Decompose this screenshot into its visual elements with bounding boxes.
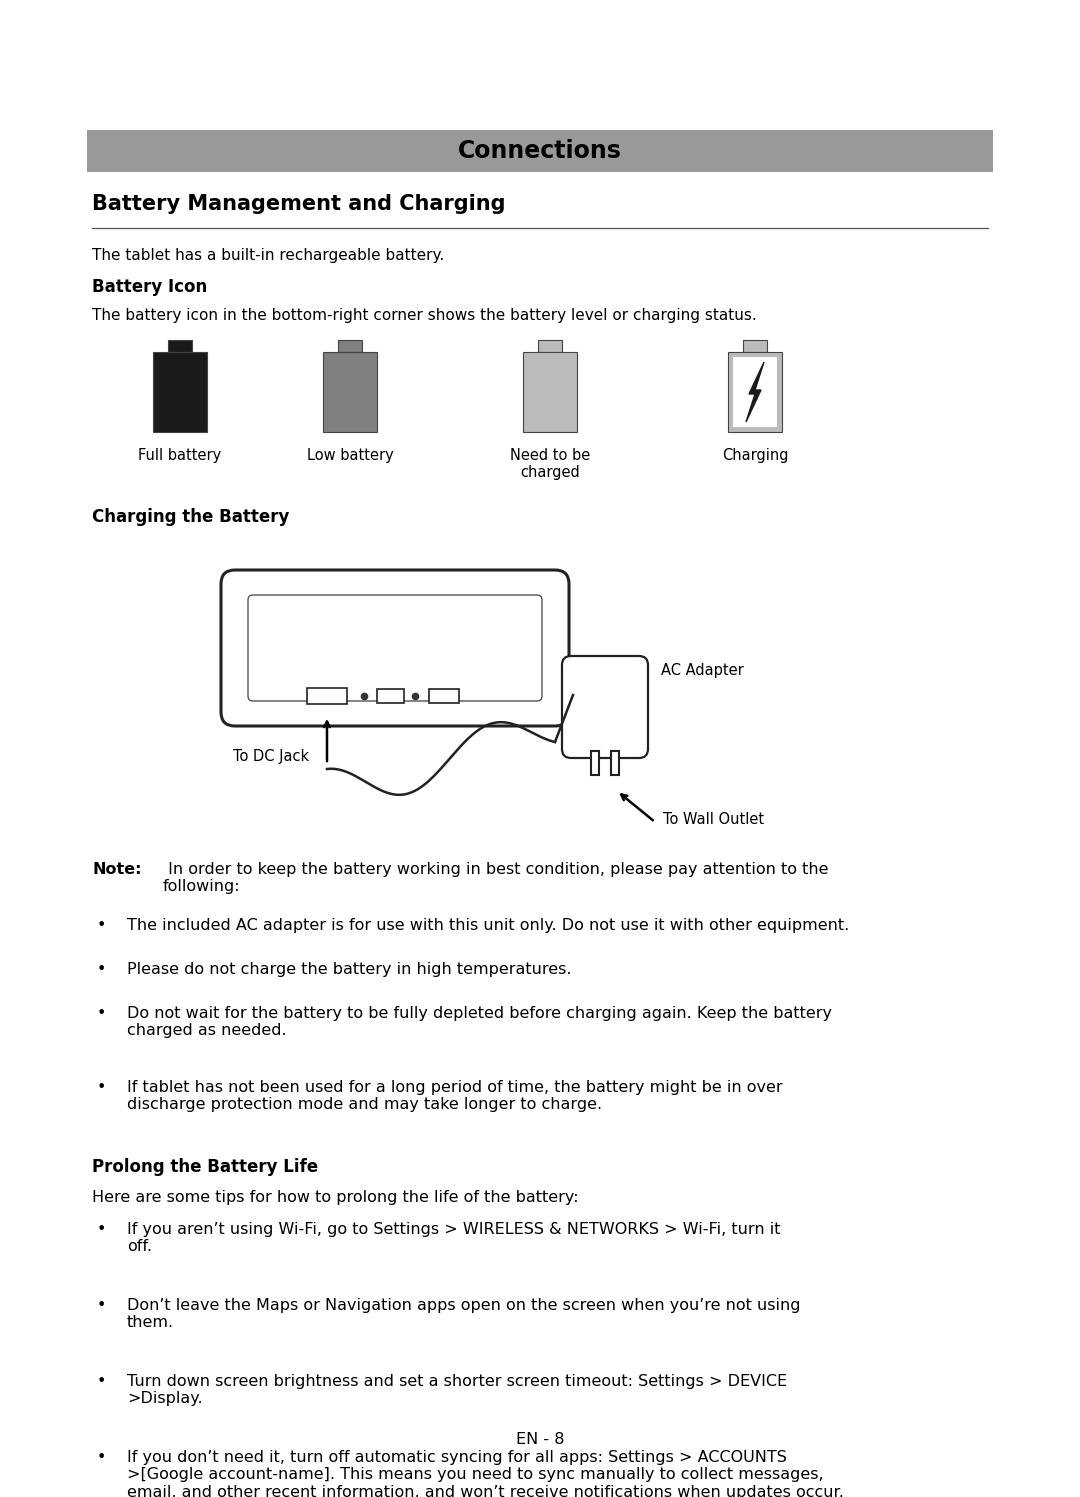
Text: •: • <box>97 918 106 933</box>
Bar <box>323 352 377 433</box>
Text: If tablet has not been used for a long period of time, the battery might be in o: If tablet has not been used for a long p… <box>127 1079 783 1112</box>
Bar <box>733 356 777 427</box>
Text: If you aren’t using Wi-Fi, go to Settings > WIRELESS & NETWORKS > Wi-Fi, turn it: If you aren’t using Wi-Fi, go to Setting… <box>127 1222 781 1254</box>
Text: •: • <box>97 1298 106 1313</box>
Text: •: • <box>97 963 106 978</box>
Text: Please do not charge the battery in high temperatures.: Please do not charge the battery in high… <box>127 963 571 978</box>
Text: The tablet has a built-in rechargeable battery.: The tablet has a built-in rechargeable b… <box>92 249 444 263</box>
Text: Connections: Connections <box>458 139 622 163</box>
Text: To Wall Outlet: To Wall Outlet <box>663 813 765 828</box>
Bar <box>728 352 782 433</box>
Text: Prolong the Battery Life: Prolong the Battery Life <box>92 1159 319 1177</box>
Text: To DC Jack: To DC Jack <box>233 748 309 763</box>
Text: Charging: Charging <box>721 448 788 463</box>
Text: EN - 8: EN - 8 <box>516 1433 564 1448</box>
Text: In order to keep the battery working in best condition, please pay attention to : In order to keep the battery working in … <box>163 862 828 894</box>
Text: •: • <box>97 1006 106 1021</box>
Text: Do not wait for the battery to be fully depleted before charging again. Keep the: Do not wait for the battery to be fully … <box>127 1006 832 1039</box>
Bar <box>538 340 562 352</box>
Text: Full battery: Full battery <box>138 448 221 463</box>
Text: •: • <box>97 1451 106 1466</box>
Bar <box>591 751 599 775</box>
Bar <box>523 352 577 433</box>
Bar <box>87 130 993 172</box>
Text: Here are some tips for how to prolong the life of the battery:: Here are some tips for how to prolong th… <box>92 1190 579 1205</box>
FancyBboxPatch shape <box>562 656 648 757</box>
Text: If you don’t need it, turn off automatic syncing for all apps: Settings > ACCOUN: If you don’t need it, turn off automatic… <box>127 1451 843 1497</box>
Text: Turn down screen brightness and set a shorter screen timeout: Settings > DEVICE
: Turn down screen brightness and set a sh… <box>127 1374 787 1406</box>
Text: •: • <box>97 1222 106 1237</box>
Bar <box>307 689 347 704</box>
Bar <box>377 689 404 704</box>
Bar <box>153 352 207 433</box>
Bar <box>743 340 767 352</box>
Text: Low battery: Low battery <box>307 448 393 463</box>
Text: •: • <box>97 1374 106 1389</box>
Bar <box>338 340 362 352</box>
Text: AC Adapter: AC Adapter <box>661 663 744 678</box>
Polygon shape <box>746 362 764 422</box>
Text: Don’t leave the Maps or Navigation apps open on the screen when you’re not using: Don’t leave the Maps or Navigation apps … <box>127 1298 800 1331</box>
FancyBboxPatch shape <box>248 594 542 701</box>
Text: Battery Icon: Battery Icon <box>92 278 207 296</box>
Bar <box>611 751 619 775</box>
Text: The included AC adapter is for use with this unit only. Do not use it with other: The included AC adapter is for use with … <box>127 918 849 933</box>
Bar <box>429 689 459 704</box>
Text: Note:: Note: <box>92 862 141 877</box>
FancyBboxPatch shape <box>221 570 569 726</box>
Text: Need to be
charged: Need to be charged <box>510 448 590 481</box>
Text: Charging the Battery: Charging the Battery <box>92 507 289 525</box>
Text: Battery Management and Charging: Battery Management and Charging <box>92 195 505 214</box>
Bar <box>168 340 192 352</box>
Text: The battery icon in the bottom-right corner shows the battery level or charging : The battery icon in the bottom-right cor… <box>92 308 757 323</box>
Text: •: • <box>97 1079 106 1094</box>
